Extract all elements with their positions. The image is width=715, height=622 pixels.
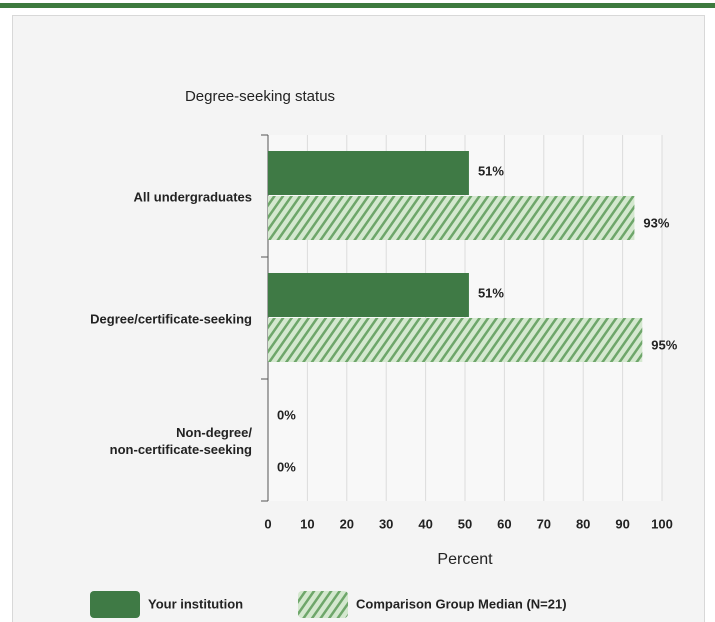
- x-tick-label: 90: [615, 516, 629, 531]
- x-tick-label: 30: [379, 516, 393, 531]
- value-label: 51%: [478, 285, 504, 300]
- value-label: 95%: [651, 337, 677, 352]
- value-label: 0%: [277, 407, 296, 422]
- x-tick-label: 20: [340, 516, 354, 531]
- value-label: 0%: [277, 459, 296, 474]
- y-tick-label: Non-degree/ non-certificate-seeking: [109, 425, 252, 457]
- x-tick-label: 80: [576, 516, 590, 531]
- x-tick-label: 10: [300, 516, 314, 531]
- x-tick-label: 60: [497, 516, 511, 531]
- x-axis-label: Percent: [437, 551, 493, 568]
- value-label: 51%: [478, 163, 504, 178]
- y-tick-label: Degree/certificate-seeking: [90, 311, 252, 327]
- bar: [268, 151, 469, 195]
- bar: [268, 196, 635, 240]
- value-label: 93%: [643, 215, 669, 230]
- x-tick-label: 70: [537, 516, 551, 531]
- y-tick-label: All undergraduates: [133, 189, 252, 205]
- x-tick-label: 40: [418, 516, 432, 531]
- legend-label: Comparison Group Median (N=21): [356, 596, 567, 611]
- legend-swatch: [298, 591, 348, 618]
- chart-title: Degree-seeking status: [185, 88, 335, 105]
- legend-label: Your institution: [148, 596, 243, 611]
- x-tick-label: 50: [458, 516, 472, 531]
- bar: [268, 273, 469, 317]
- bar: [268, 318, 643, 362]
- top-bar: [0, 3, 715, 8]
- x-tick-label: 100: [651, 516, 673, 531]
- legend-swatch: [90, 591, 140, 618]
- x-tick-label: 0: [264, 516, 271, 531]
